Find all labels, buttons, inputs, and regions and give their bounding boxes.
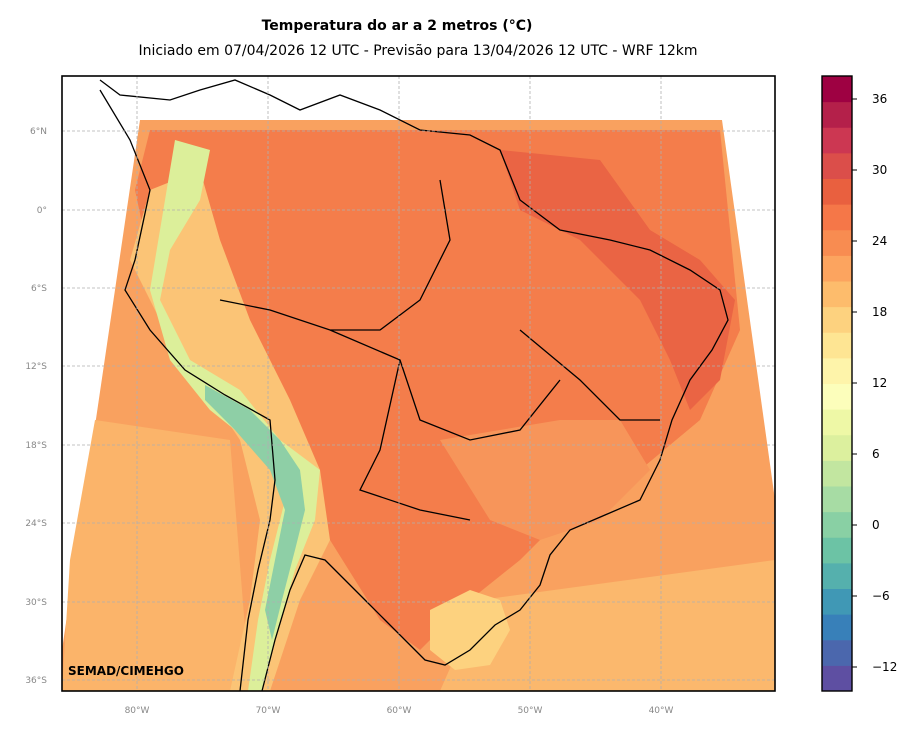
lat-label: 6°N — [30, 127, 47, 137]
colorbar-tick-label: −6 — [872, 589, 890, 603]
colorbar-segment — [822, 639, 852, 666]
lon-label: 50°W — [518, 706, 543, 716]
lat-label: 18°S — [25, 441, 47, 451]
colorbar-tick-label: 18 — [872, 305, 887, 319]
lat-label: 12°S — [25, 362, 47, 372]
temperature-field — [62, 120, 775, 691]
tropical-continent-warm — [135, 130, 740, 650]
lon-label: 40°W — [649, 706, 674, 716]
colorbar-segment — [822, 511, 852, 538]
colorbar-segment — [822, 229, 852, 256]
colorbar-segment — [822, 537, 852, 564]
lon-label: 70°W — [256, 706, 281, 716]
colorbar — [822, 76, 852, 692]
colorbar-segment — [822, 255, 852, 282]
colorbar-segment — [822, 562, 852, 590]
map-title: Temperatura do ar a 2 metros (°C) — [261, 18, 533, 34]
colorbar-tick-label: 12 — [872, 376, 887, 390]
colorbar-segment — [822, 306, 852, 333]
colorbar-segment — [822, 434, 852, 461]
continent-outline — [99, 79, 729, 691]
graticule — [62, 76, 775, 691]
lon-labels: 80°W 70°W 60°W 50°W 40°W — [125, 706, 674, 716]
colorbar-segment — [822, 178, 852, 205]
colorbar-tick-label: 24 — [872, 234, 887, 248]
pacific-ocean-field — [62, 420, 250, 691]
colorbar-segment — [822, 127, 852, 154]
colorbar-segment — [822, 665, 852, 692]
south-atlantic-cool — [440, 560, 775, 691]
colorbar-segment — [822, 204, 852, 231]
lon-label: 80°W — [125, 706, 150, 716]
lat-label: 0° — [37, 206, 47, 216]
colorbar-segment — [822, 357, 852, 385]
colorbar-tick-label: −12 — [872, 660, 897, 674]
brazil-inner-borders — [219, 179, 660, 521]
lat-label: 36°S — [25, 676, 47, 686]
brazil-highlands-mild — [440, 420, 650, 540]
pacific-coastline — [99, 89, 276, 691]
colorbar-tick-label: 30 — [872, 163, 887, 177]
colorbar-segment — [822, 409, 852, 436]
colorbar-segment — [822, 383, 852, 410]
colorbar-tick-label: 36 — [872, 92, 887, 106]
colorbar-tick-label: 0 — [872, 518, 880, 532]
colorbar-tick-label: 6 — [872, 447, 880, 461]
map-frame — [61, 75, 776, 692]
colorbar-segment — [822, 486, 852, 513]
south-brazil-cool — [430, 590, 510, 670]
lon-label: 60°W — [387, 706, 412, 716]
map-subtitle: Iniciado em 07/04/2026 12 UTC - Previsão… — [138, 43, 698, 59]
borders-layer — [99, 79, 729, 691]
colorbar-segment — [822, 588, 852, 615]
lat-labels: 6°N 0° 6°S 12°S 18°S 24°S 30°S 36°S — [25, 127, 47, 686]
colorbar-segment — [822, 152, 852, 180]
northeast-hot-area — [500, 150, 735, 410]
credit-label: SEMAD/CIMEHGO — [68, 664, 184, 678]
lat-label: 30°S — [25, 598, 47, 608]
colorbar-segment — [822, 281, 852, 308]
andes-frigid-core — [205, 385, 305, 640]
colorbar-segment — [822, 332, 852, 359]
colorbar-segment — [822, 76, 852, 103]
colorbar-segment — [822, 614, 852, 641]
lat-label: 24°S — [25, 519, 47, 529]
colorbar-ticks: 36 30 24 18 12 6 0 −6 −12 — [852, 92, 897, 674]
colorbar-segment — [822, 460, 852, 487]
lat-label: 6°S — [31, 284, 47, 294]
colorbar-segment — [822, 101, 852, 128]
